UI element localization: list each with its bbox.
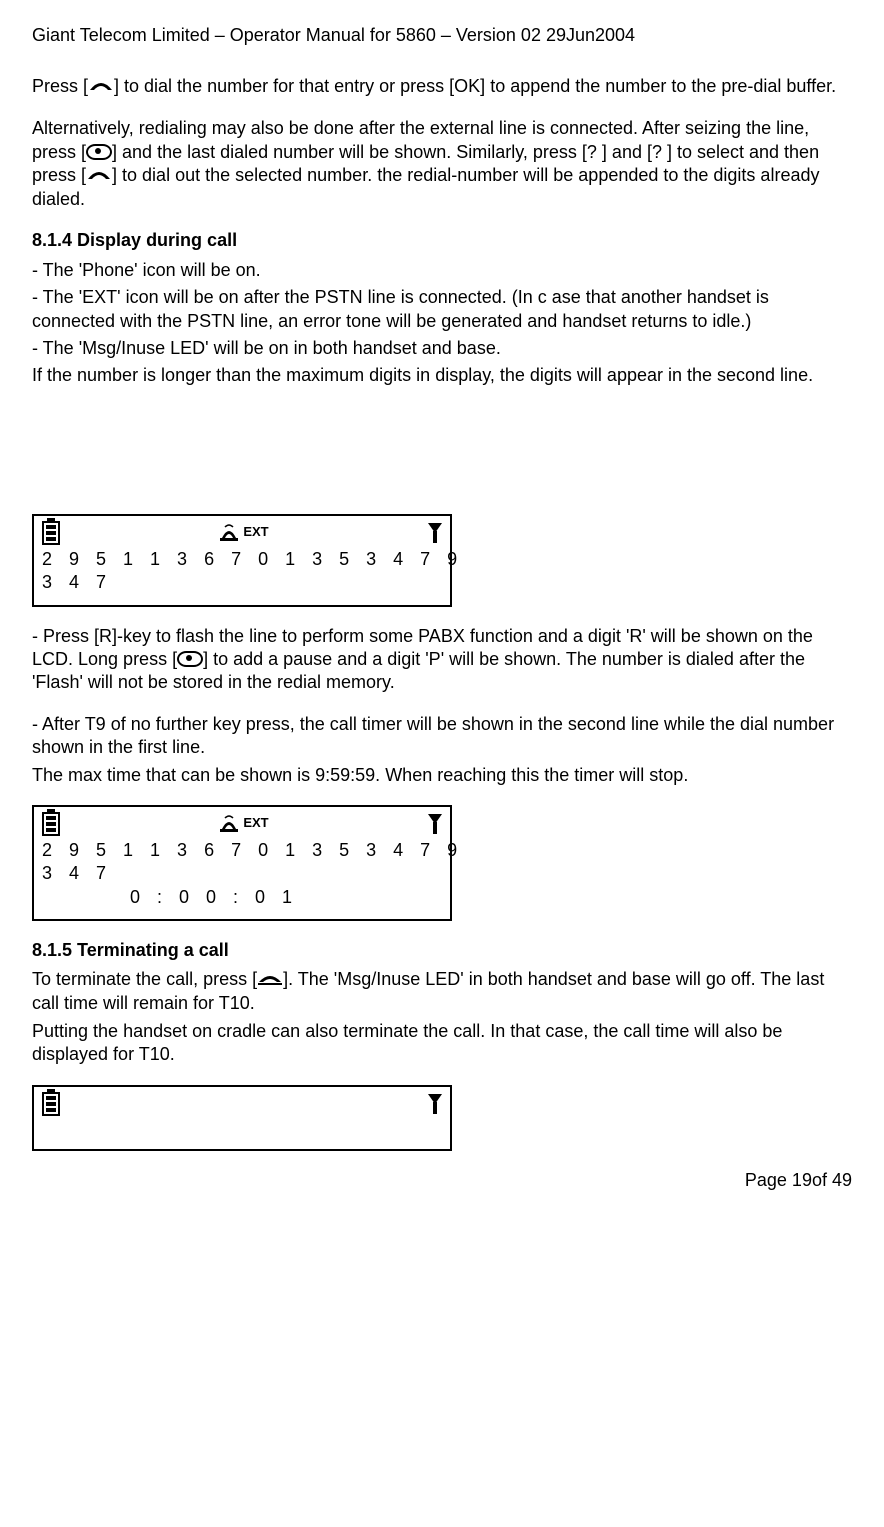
section-heading-814: 8.1.4 Display during call <box>32 229 852 252</box>
lcd-display-1: EXT 2 9 5 1 1 3 6 7 0 1 3 5 3 4 7 9 3 4 … <box>32 514 452 607</box>
paragraph-flash: - Press [R]-key to flash the line to per… <box>32 625 852 695</box>
text: ] to dial out the selected number. the r… <box>32 165 819 209</box>
lcd-line1: 2 9 5 1 1 3 6 7 0 1 3 5 3 4 7 9 <box>42 839 442 862</box>
offhook-icon <box>86 164 112 187</box>
text: Press [ <box>32 76 88 96</box>
lcd-line2: 3 4 7 <box>42 862 442 885</box>
phone-bell-icon <box>219 815 239 833</box>
lcd-status-row: EXT <box>42 522 442 544</box>
lcd-display-3 <box>32 1085 452 1151</box>
battery-icon <box>42 1092 60 1116</box>
offhook-icon <box>88 75 114 98</box>
lcd-display-2: EXT 2 9 5 1 1 3 6 7 0 1 3 5 3 4 7 9 3 4 … <box>32 805 452 921</box>
paragraph-maxtime: The max time that can be shown is 9:59:5… <box>32 764 852 787</box>
bullet: - The 'Msg/Inuse LED' will be on in both… <box>32 337 852 360</box>
section-heading-815: 8.1.5 Terminating a call <box>32 939 852 962</box>
bullet: - The 'EXT' icon will be on after the PS… <box>32 286 852 333</box>
phone-bell-icon <box>219 524 239 542</box>
page-footer: Page 19of 49 <box>32 1169 852 1192</box>
doc-header: Giant Telecom Limited – Operator Manual … <box>32 24 852 47</box>
paragraph-dial: Press [ ] to dial the number for that ent… <box>32 75 852 99</box>
paragraph-cradle: Putting the handset on cradle can also t… <box>32 1020 852 1067</box>
ext-label: EXT <box>243 815 268 832</box>
antenna-icon <box>428 523 442 543</box>
battery-icon <box>42 521 60 545</box>
bullet: - The 'Phone' icon will be on. <box>32 259 852 282</box>
lcd-center-icons: EXT <box>219 524 268 542</box>
redial-icon <box>177 651 203 667</box>
onhook-icon <box>257 968 283 991</box>
paragraph-redial: Alternatively, redialing may also be don… <box>32 117 852 211</box>
lcd-line2: 3 4 7 <box>42 571 442 594</box>
antenna-icon <box>428 814 442 834</box>
redial-icon <box>86 144 112 160</box>
antenna-icon <box>428 1094 442 1114</box>
text: If the number is longer than the maximum… <box>32 364 852 387</box>
text: To terminate the call, press [ <box>32 969 257 989</box>
lcd-status-row: EXT <box>42 813 442 835</box>
lcd-center-icons: EXT <box>219 815 268 833</box>
battery-icon <box>42 812 60 836</box>
paragraph-timer: - After T9 of no further key press, the … <box>32 713 852 760</box>
text: ] to dial the number for that entry or p… <box>114 76 836 96</box>
lcd-status-row <box>42 1093 442 1115</box>
ext-label: EXT <box>243 524 268 541</box>
paragraph-terminate: To terminate the call, press []. The 'Ms… <box>32 968 852 1015</box>
lcd-line1: 2 9 5 1 1 3 6 7 0 1 3 5 3 4 7 9 <box>42 548 442 571</box>
lcd-timer: 0 : 0 0 : 0 1 <box>42 886 442 909</box>
